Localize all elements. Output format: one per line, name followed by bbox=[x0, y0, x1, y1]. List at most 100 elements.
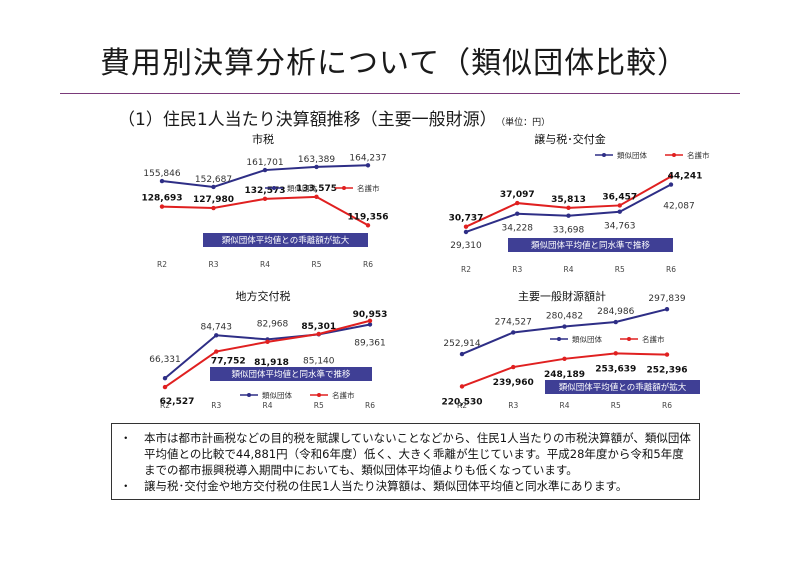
legend-label: 類似団体 bbox=[572, 334, 602, 344]
data-label: 85,140 bbox=[303, 356, 335, 366]
x-tick-label: R5 bbox=[314, 401, 324, 410]
annotation-text: 類似団体平均値と同水準で推移 bbox=[531, 240, 651, 251]
legend-label: 類似団体 bbox=[262, 390, 292, 400]
data-point bbox=[566, 205, 571, 211]
data-point bbox=[668, 182, 674, 187]
data-label: 84,743 bbox=[201, 322, 233, 332]
data-point bbox=[562, 324, 567, 329]
data-label: 274,527 bbox=[495, 317, 532, 327]
note-text: 本市は都市計画税などの目的税を賦課していないことなどから、住民1人当たりの市税決… bbox=[144, 431, 691, 477]
data-point bbox=[211, 184, 216, 190]
annotation-banner bbox=[210, 367, 372, 381]
data-point bbox=[515, 200, 520, 206]
data-label: 30,737 bbox=[449, 214, 484, 224]
data-label: 253,639 bbox=[595, 364, 636, 374]
title-divider bbox=[60, 93, 740, 94]
data-label: 161,701 bbox=[246, 158, 283, 168]
x-tick-label: R4 bbox=[260, 260, 270, 269]
data-label: 252,914 bbox=[443, 339, 480, 349]
data-label: 35,813 bbox=[551, 195, 586, 205]
data-point bbox=[617, 209, 622, 214]
data-label: 81,918 bbox=[254, 358, 289, 368]
data-label: 37,097 bbox=[500, 190, 535, 200]
x-tick-label: R6 bbox=[662, 401, 672, 410]
data-point bbox=[316, 331, 321, 337]
data-point bbox=[211, 205, 216, 211]
legend-label: 類似団体 bbox=[617, 150, 647, 160]
data-point bbox=[459, 384, 465, 389]
chart-general-revenue-total: 主要一般財源額計 252,914 274,527 280,482 284,986 297,… bbox=[442, 289, 700, 410]
data-point bbox=[463, 224, 469, 229]
section-subtitle: （1）住民1人当たり決算額推移（主要一般財源） （単位：円） bbox=[118, 105, 550, 130]
chart-transfer-tax-grants: 譲与税･交付金 29,310 34,228 33,698 34,763 42,087 30,… bbox=[449, 132, 710, 274]
data-point bbox=[262, 167, 268, 173]
data-point bbox=[365, 223, 371, 228]
data-point bbox=[617, 203, 622, 208]
data-label: 89,361 bbox=[354, 338, 386, 348]
unit-label: （単位：円） bbox=[500, 118, 551, 128]
chart-title: 譲与税･交付金 bbox=[534, 132, 606, 146]
data-point bbox=[566, 213, 571, 218]
annotation-banner bbox=[508, 238, 673, 252]
data-point bbox=[159, 204, 165, 209]
annotation-banner bbox=[203, 233, 368, 247]
x-tick-label: R3 bbox=[508, 401, 518, 410]
legend-label: 名護市 bbox=[357, 183, 380, 193]
chart-title: 市税 bbox=[252, 132, 274, 146]
data-label: 77,752 bbox=[211, 357, 246, 367]
data-label: 297,839 bbox=[648, 294, 685, 304]
data-label: 42,087 bbox=[663, 202, 695, 212]
data-label: 252,396 bbox=[647, 366, 688, 376]
page-title: 費用別決算分析について（類似団体比較） bbox=[100, 46, 689, 81]
note-item: ・ 本市は都市計画税などの目的税を賦課していないことなどから、住民1人当たりの市… bbox=[120, 430, 691, 478]
data-label: 280,482 bbox=[546, 312, 583, 322]
data-point bbox=[159, 178, 165, 184]
data-label: 128,693 bbox=[142, 194, 183, 204]
data-label: 29,310 bbox=[450, 241, 482, 251]
data-point bbox=[562, 356, 567, 362]
x-tick-label: R2 bbox=[157, 260, 167, 269]
data-label: 34,228 bbox=[502, 224, 534, 234]
annotation-text: 類似団体平均値との乖離額が拡大 bbox=[559, 382, 687, 393]
data-label: 82,968 bbox=[257, 319, 289, 329]
x-tick-label: R6 bbox=[363, 260, 373, 269]
x-tick-label: R5 bbox=[312, 260, 322, 269]
data-label: 44,241 bbox=[668, 172, 703, 182]
legend-label: 名護市 bbox=[332, 390, 355, 400]
data-label: 62,527 bbox=[160, 397, 195, 407]
chart-title: 主要一般財源額計 bbox=[518, 289, 606, 303]
legend-marker bbox=[272, 186, 276, 190]
x-tick-label: R3 bbox=[512, 265, 522, 274]
x-tick-label: R5 bbox=[615, 265, 625, 274]
data-point bbox=[265, 339, 270, 345]
legend-label: 類似団体 bbox=[287, 183, 317, 193]
data-label: 33,698 bbox=[553, 226, 585, 236]
subtitle-text: （1）住民1人当たり決算額推移（主要一般財源） bbox=[118, 110, 497, 130]
x-tick-label: R4 bbox=[263, 401, 273, 410]
note-bullet: ・ bbox=[120, 431, 132, 445]
data-label: 284,986 bbox=[597, 307, 634, 317]
legend-marker bbox=[342, 186, 346, 190]
data-point bbox=[511, 364, 516, 370]
x-tick-label: R4 bbox=[564, 265, 574, 274]
note-text: 譲与税･交付金や地方交付税の住民1人当たり決算額は、類似団体平均値と同水準にあり… bbox=[144, 479, 628, 493]
annotation-text: 類似団体平均値と同水準で推移 bbox=[231, 369, 351, 380]
data-point bbox=[463, 229, 469, 235]
data-label: 152,687 bbox=[195, 175, 232, 185]
annotation-banner bbox=[545, 380, 700, 394]
data-point bbox=[367, 322, 373, 327]
data-point bbox=[664, 306, 670, 312]
data-label: 132,573 bbox=[245, 186, 286, 196]
legend-label: 名護市 bbox=[642, 334, 665, 344]
data-label: 85,301 bbox=[301, 322, 336, 332]
x-tick-label: R6 bbox=[365, 401, 375, 410]
x-tick-label: R2 bbox=[160, 401, 170, 410]
legend-marker bbox=[247, 393, 251, 397]
legend-label: 名護市 bbox=[687, 150, 710, 160]
legend-marker bbox=[602, 153, 606, 157]
note-item: ・ 譲与税･交付金や地方交付税の住民1人当たり決算額は、類似団体平均値と同水準に… bbox=[120, 478, 691, 494]
x-tick-label: R3 bbox=[209, 260, 219, 269]
data-point bbox=[214, 349, 219, 354]
x-tick-label: R3 bbox=[211, 401, 221, 410]
data-point bbox=[214, 333, 219, 338]
